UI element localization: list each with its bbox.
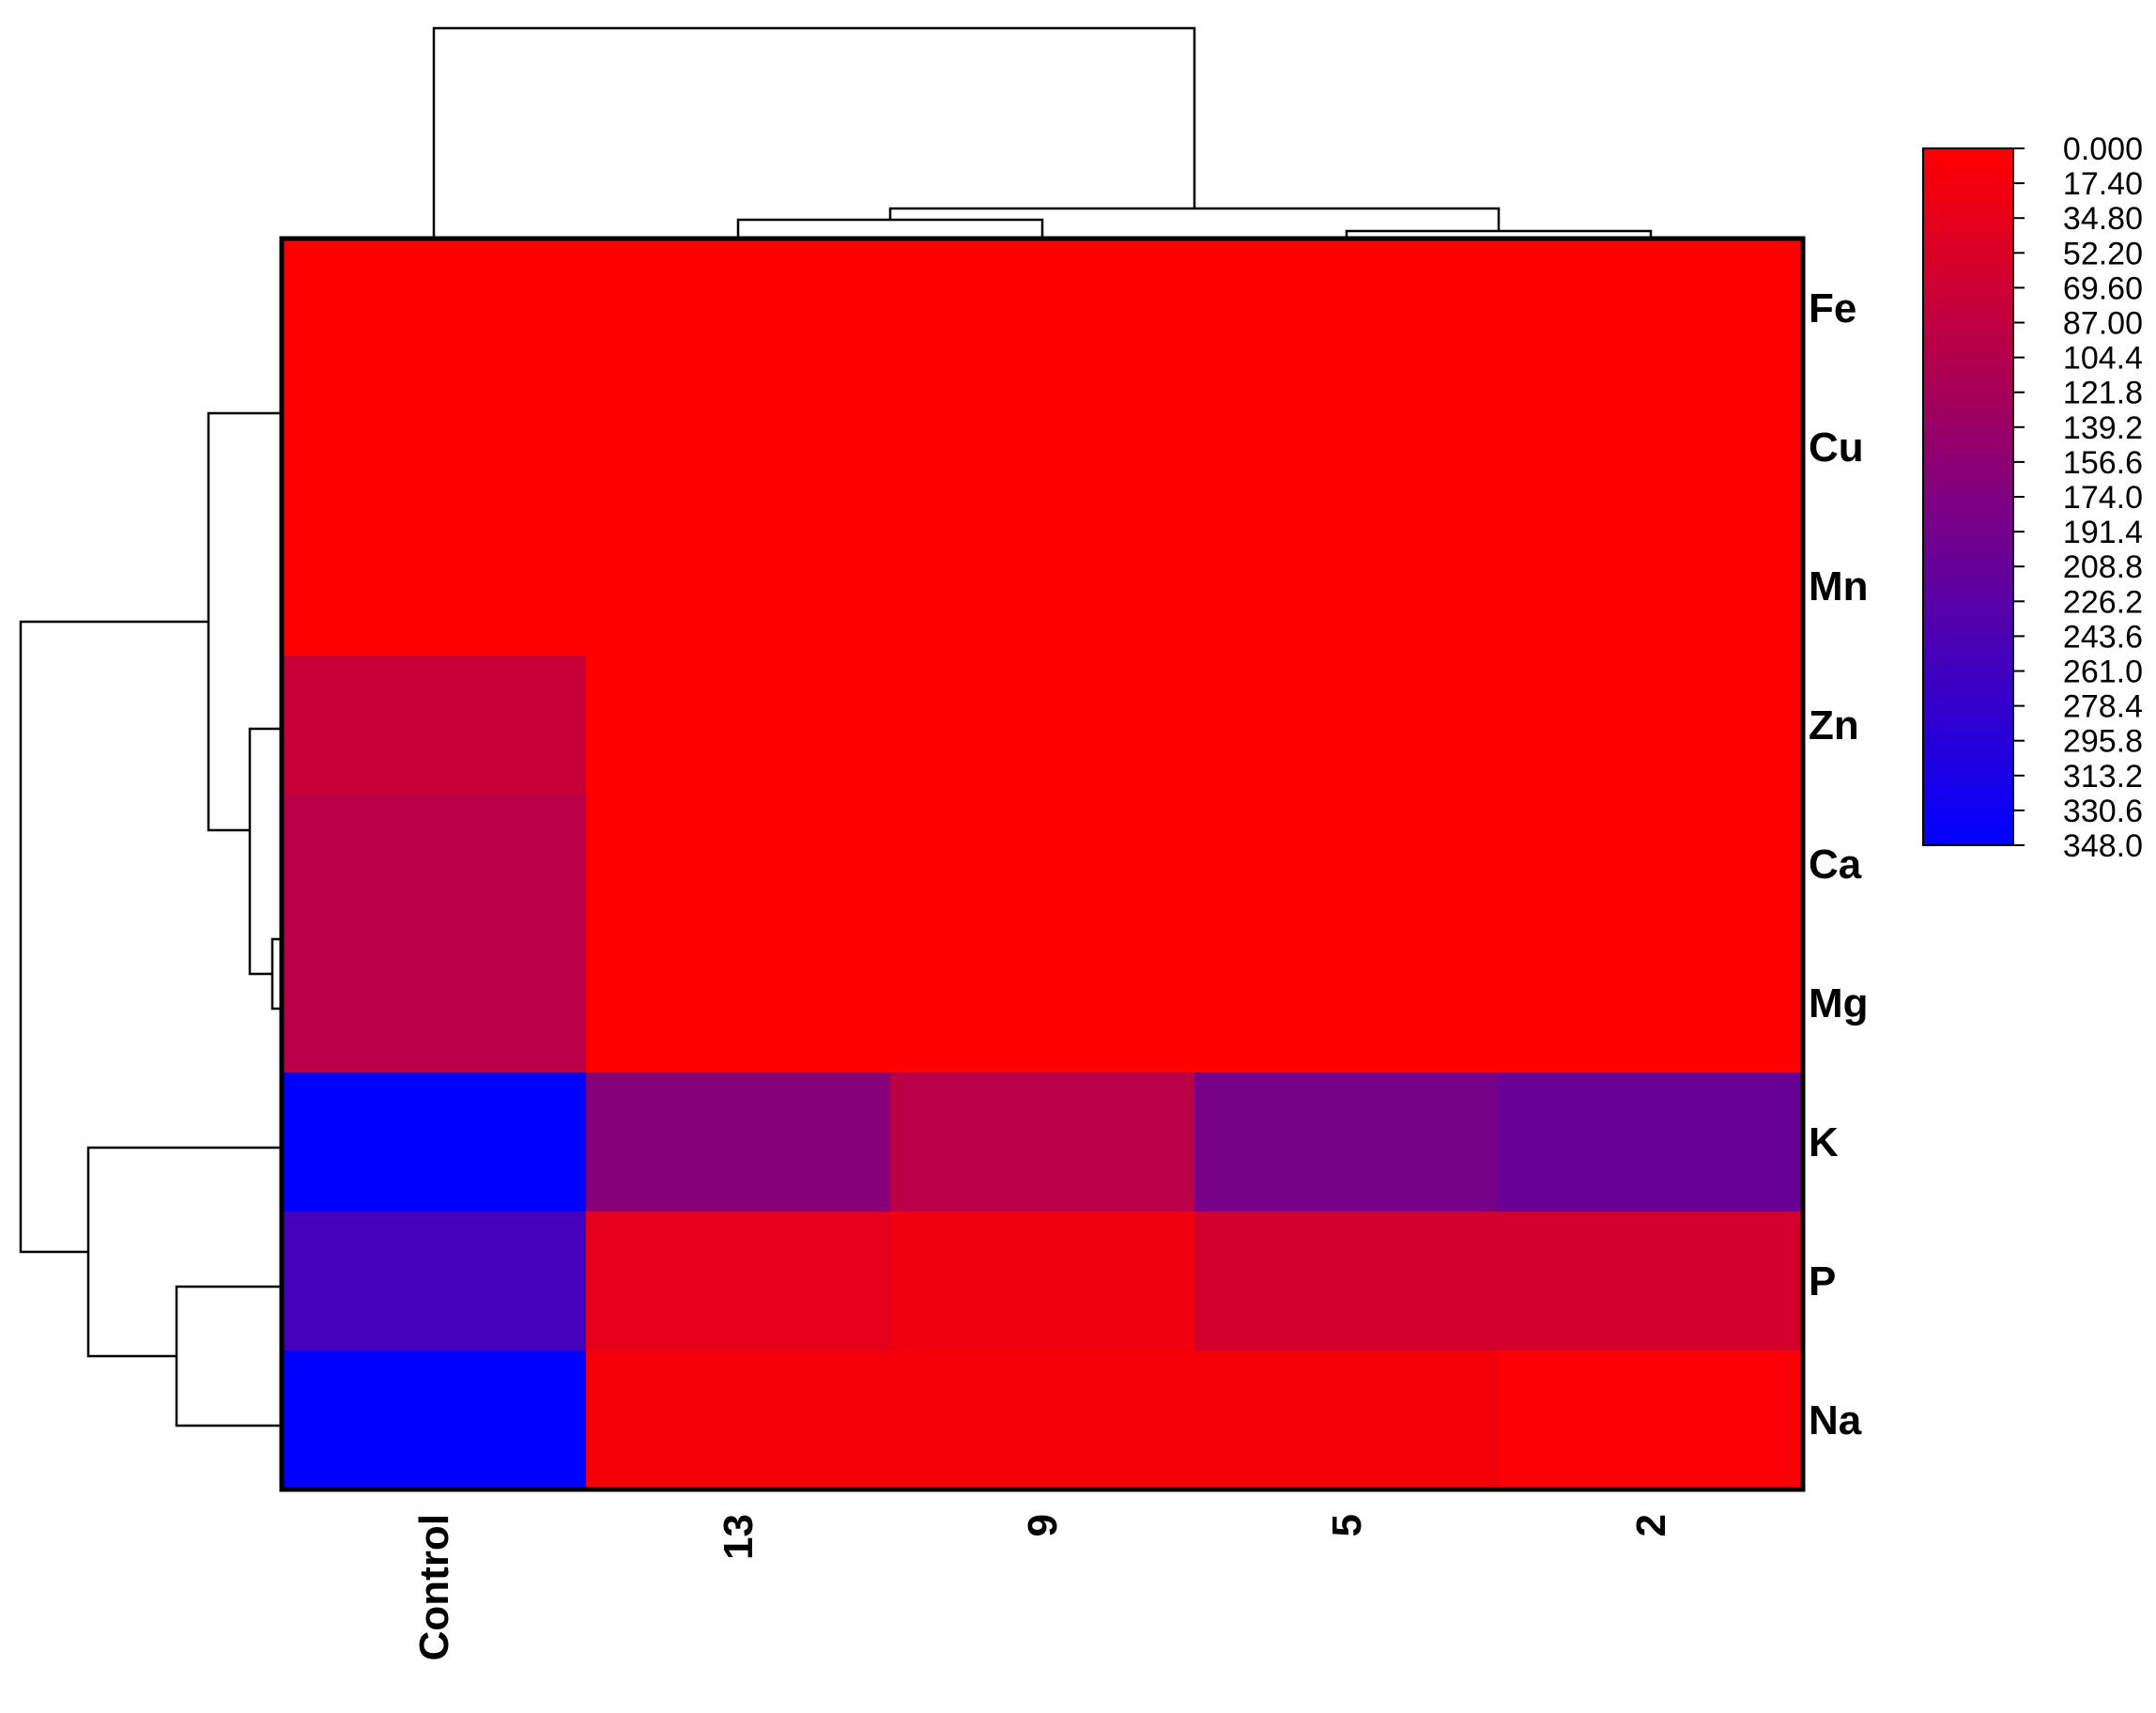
row-dendrogram-branch (207, 411, 282, 832)
heatmap-cell-mn-control (282, 517, 587, 656)
color-scale-ticks: 0.00017.4034.8052.2069.6087.00104.4121.8… (2013, 131, 2143, 864)
heatmap-cell-p-control (282, 1211, 587, 1351)
heatmap-cell-cu-2 (1499, 378, 1804, 517)
heatmap-cell-mn-13 (586, 517, 891, 656)
row-label-cu: Cu (1809, 424, 1864, 471)
color-scale-tick-label: 174.0 (2063, 480, 2143, 516)
color-scale-tick-label: 243.6 (2063, 619, 2143, 655)
heatmap-cell-zn-9 (890, 656, 1195, 795)
heatmap-cell-p-5 (1194, 1211, 1500, 1351)
heatmap-cell-k-13 (586, 1073, 891, 1212)
color-scale-tick-label: 34.80 (2063, 201, 2143, 237)
heatmap-cell-na-9 (890, 1350, 1195, 1490)
heatmap-cells (282, 239, 1804, 1490)
row-dendrogram (19, 411, 282, 1428)
heatmap-cell-p-9 (890, 1211, 1195, 1351)
color-scale-tick-label: 87.00 (2063, 306, 2143, 342)
heatmap-cell-mn-5 (1194, 517, 1500, 656)
heatmap-cell-cu-control (282, 378, 587, 517)
color-scale-tick-label: 278.4 (2063, 689, 2143, 725)
color-scale-tick-label: 52.20 (2063, 236, 2143, 271)
heatmap-cell-ca-9 (890, 795, 1195, 934)
heatmap-cell-k-control (282, 1073, 587, 1212)
heatmap-cell-cu-9 (890, 378, 1195, 517)
column-dendrogram (432, 26, 1653, 239)
heatmap-cell-fe-2 (1499, 239, 1804, 378)
row-label-k: K (1809, 1119, 1839, 1165)
heatmap-cell-zn-5 (1194, 656, 1500, 795)
heatmap-cell-mn-9 (890, 517, 1195, 656)
column-label-13: 13 (716, 1514, 762, 1560)
color-scale-bar (1922, 147, 2014, 846)
row-label-zn: Zn (1809, 702, 1859, 748)
heatmap-cell-cu-13 (586, 378, 891, 517)
color-scale-tick-label: 121.8 (2063, 376, 2143, 411)
color-scale-tick-label: 295.8 (2063, 724, 2143, 760)
color-scale-tick-label: 330.6 (2063, 794, 2143, 829)
color-scale-tick-label: 208.8 (2063, 549, 2143, 585)
heatmap-cell-na-13 (586, 1350, 891, 1490)
heatmap-cell-mg-13 (586, 934, 891, 1073)
heatmap-cell-mn-2 (1499, 517, 1804, 656)
heatmap-cell-zn-13 (586, 656, 891, 795)
heatmap-cell-mg-2 (1499, 934, 1804, 1073)
heatmap-cell-na-2 (1499, 1350, 1804, 1490)
column-label-9: 9 (1020, 1514, 1066, 1536)
heatmap-cell-ca-control (282, 795, 587, 934)
color-scale-tick-label: 0.000 (2063, 131, 2143, 167)
column-dendrogram-branch (736, 218, 1044, 239)
row-dendrogram-branch (248, 727, 282, 976)
row-dendrogram-branch (86, 1146, 282, 1358)
row-label-ca: Ca (1809, 841, 1862, 887)
heatmap-cell-na-5 (1194, 1350, 1500, 1490)
color-scale-tick-label: 104.4 (2063, 341, 2143, 377)
column-label-5: 5 (1324, 1514, 1370, 1536)
column-label-2: 2 (1628, 1514, 1674, 1536)
heatmap-cell-mg-control (282, 934, 587, 1073)
heatmap-cell-k-2 (1499, 1073, 1804, 1212)
heatmap-cell-fe-5 (1194, 239, 1500, 378)
heatmap-cell-cu-5 (1194, 378, 1500, 517)
color-scale-tick-label: 313.2 (2063, 759, 2143, 795)
color-scale-tick-label: 69.60 (2063, 270, 2143, 306)
heatmap-cell-p-13 (586, 1211, 891, 1351)
color-scale-tick-label: 261.0 (2063, 655, 2143, 690)
heatmap-cell-fe-13 (586, 239, 891, 378)
color-scale-tick-label: 139.2 (2063, 410, 2143, 446)
color-scale-tick-label: 226.2 (2063, 584, 2143, 620)
heatmap-cell-ca-2 (1499, 795, 1804, 934)
heatmap-cell-k-9 (890, 1073, 1195, 1212)
heatmap-cell-k-5 (1194, 1073, 1500, 1212)
heatmap-cell-mg-5 (1194, 934, 1500, 1073)
row-label-fe: Fe (1809, 286, 1856, 332)
heatmap-cell-ca-5 (1194, 795, 1500, 934)
row-label-p: P (1809, 1258, 1836, 1304)
row-labels: Fe Cu Mn Zn Ca Mg K P Na (1809, 286, 1869, 1443)
column-labels: Control 13 9 5 2 (411, 1514, 1674, 1660)
row-dendrogram-branch (175, 1285, 282, 1428)
color-scale-tick-label: 191.4 (2063, 515, 2143, 550)
heatmap-cell-fe-control (282, 239, 587, 378)
heatmap-cell-fe-9 (890, 239, 1195, 378)
heatmap-cell-p-2 (1499, 1211, 1804, 1351)
column-dendrogram-branch (432, 26, 1196, 239)
column-label-control: Control (411, 1514, 457, 1660)
row-label-na: Na (1809, 1397, 1862, 1443)
row-dendrogram-branch (19, 620, 208, 1254)
row-label-mn: Mn (1809, 563, 1869, 610)
heatmap-cell-ca-13 (586, 795, 891, 934)
color-scale-tick-label: 156.6 (2063, 445, 2143, 481)
color-scale-tick-label: 348.0 (2063, 828, 2143, 864)
heatmap-cell-mg-9 (890, 934, 1195, 1073)
heatmap-cell-na-control (282, 1350, 587, 1490)
heatmap-cell-zn-2 (1499, 656, 1804, 795)
color-scale-tick-label: 17.40 (2063, 166, 2143, 202)
color-scale-legend: 0.00017.4034.8052.2069.6087.00104.4121.8… (1922, 131, 2143, 864)
row-label-mg: Mg (1809, 980, 1869, 1026)
heatmap-cell-zn-control (282, 656, 587, 795)
